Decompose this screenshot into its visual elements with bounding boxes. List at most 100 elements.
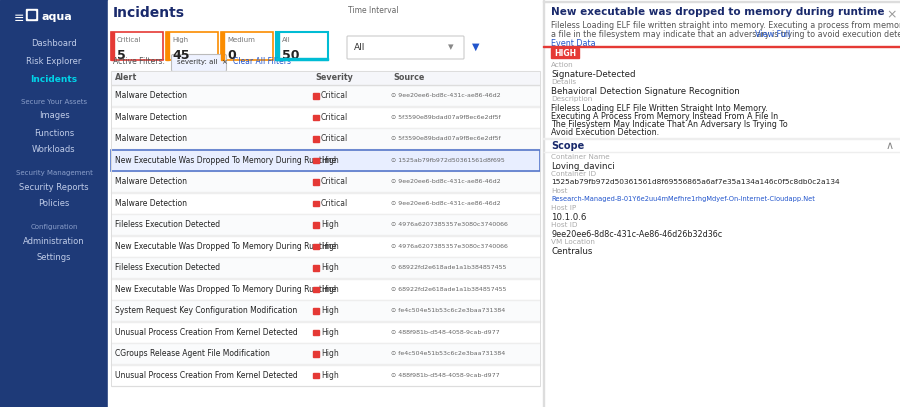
Text: Critical: Critical (321, 113, 348, 122)
Bar (313, 287, 319, 292)
Text: 1525ab79fb972d50361561d8f69556865a6af7e35a134a146c0f5c8db0c2a134: 1525ab79fb972d50361561d8f69556865a6af7e3… (551, 179, 840, 185)
Text: Centralus: Centralus (551, 247, 592, 256)
Text: Action: Action (551, 62, 573, 68)
Bar (166, 32, 218, 60)
Bar (111, 32, 163, 60)
Bar (111, 257, 540, 278)
Text: Critical: Critical (321, 177, 348, 186)
Text: High: High (321, 371, 338, 380)
Bar (276, 32, 328, 60)
Bar (543, 46, 900, 47)
Text: Description: Description (551, 96, 592, 102)
Text: High: High (172, 37, 188, 43)
Text: Incidents: Incidents (31, 74, 77, 83)
Bar (543, 138, 900, 139)
Bar (313, 158, 319, 163)
Text: severity: all  ×: severity: all × (177, 59, 228, 65)
Text: a file in the filesystem may indicate that an adversary is trying to avoid execu: a file in the filesystem may indicate th… (551, 30, 900, 39)
Text: New Executable Was Dropped To Memory During Runtime: New Executable Was Dropped To Memory Dur… (115, 156, 337, 165)
Bar (111, 149, 540, 171)
Text: New executable was dropped to memory during runtime: New executable was dropped to memory dur… (551, 7, 885, 17)
Text: Alert: Alert (115, 74, 137, 83)
Text: Security Management: Security Management (15, 170, 93, 176)
Text: High: High (321, 285, 338, 294)
Text: Dashboard: Dashboard (32, 39, 76, 48)
Bar (166, 32, 169, 60)
Text: Clear All Filters: Clear All Filters (233, 57, 291, 66)
Text: Critical: Critical (321, 91, 348, 100)
Bar (111, 365, 540, 386)
Bar (111, 71, 540, 386)
Text: ⊙ fe4c504e51b53c6c2e3baa731384: ⊙ fe4c504e51b53c6c2e3baa731384 (391, 351, 505, 356)
Text: New Executable Was Dropped To Memory During Runtime: New Executable Was Dropped To Memory Dur… (115, 242, 337, 251)
Text: Images: Images (39, 112, 69, 120)
Text: High: High (321, 306, 338, 315)
Bar (111, 149, 540, 171)
Text: High: High (321, 263, 338, 272)
Bar (313, 308, 319, 314)
Text: Host: Host (551, 188, 568, 194)
Text: Behavioral Detection Signature Recognition: Behavioral Detection Signature Recogniti… (551, 87, 740, 96)
Bar (313, 222, 319, 228)
Text: 9ee20ee6-8d8c-431c-Ae86-46d26b32d36c: 9ee20ee6-8d8c-431c-Ae86-46d26b32d36c (551, 230, 722, 239)
Text: Event Data: Event Data (551, 39, 596, 48)
Text: ⊙ 5f3590e89bdad07a9f8ec6e2df5f: ⊙ 5f3590e89bdad07a9f8ec6e2df5f (391, 115, 500, 120)
Text: 5: 5 (117, 49, 126, 62)
Bar (313, 244, 319, 249)
Text: 50: 50 (282, 49, 300, 62)
Text: 0: 0 (227, 49, 236, 62)
Bar (0, 0, 108, 407)
Bar (111, 193, 540, 214)
Bar (111, 236, 540, 257)
Bar (313, 351, 319, 357)
Bar (543, 0, 900, 407)
Bar (111, 128, 540, 149)
Bar (313, 136, 319, 142)
Bar (551, 48, 579, 58)
Text: Unusual Process Creation From Kernel Detected: Unusual Process Creation From Kernel Det… (115, 328, 298, 337)
Text: System Request Key Configuration Modification: System Request Key Configuration Modific… (115, 306, 297, 315)
Text: ⊙ 9ee20ee6-bd8c-431c-ae86-46d2: ⊙ 9ee20ee6-bd8c-431c-ae86-46d2 (391, 179, 500, 184)
Text: Executing A Process From Memory Instead From A File In: Executing A Process From Memory Instead … (551, 112, 778, 121)
Text: Fileless Loading ELF file written straight into memory. Executing a process from: Fileless Loading ELF file written straig… (551, 21, 900, 30)
Bar (276, 32, 279, 60)
Text: Malware Detection: Malware Detection (115, 177, 187, 186)
Bar (111, 71, 540, 85)
Text: Time Interval: Time Interval (348, 6, 399, 15)
Text: Malware Detection: Malware Detection (115, 113, 187, 122)
Bar (313, 265, 319, 271)
Text: ⊙ 68922fd2e618ade1a1b384857455: ⊙ 68922fd2e618ade1a1b384857455 (391, 265, 507, 270)
Text: View Full: View Full (755, 30, 790, 39)
Text: Administration: Administration (23, 236, 85, 245)
FancyBboxPatch shape (172, 55, 227, 72)
Text: Critical: Critical (117, 37, 141, 43)
Text: Unusual Process Creation From Kernel Detected: Unusual Process Creation From Kernel Det… (115, 371, 298, 380)
Text: Details: Details (551, 79, 576, 85)
Text: ⊙ 4976a6207385357e3080c3740066: ⊙ 4976a6207385357e3080c3740066 (391, 222, 508, 227)
Text: Host IP: Host IP (551, 205, 576, 211)
Bar (543, 1, 900, 2)
Bar (111, 85, 540, 107)
Text: Signature-Detected: Signature-Detected (551, 70, 635, 79)
Bar (543, 151, 900, 152)
Text: Incidents: Incidents (113, 6, 185, 20)
Bar (313, 179, 319, 185)
Bar (108, 0, 900, 407)
Text: High: High (321, 349, 338, 358)
Text: Risk Explorer: Risk Explorer (26, 57, 82, 66)
Bar (221, 32, 273, 60)
Bar (111, 300, 540, 322)
Text: 10.1.0.6: 10.1.0.6 (551, 213, 587, 222)
Bar (313, 201, 319, 206)
Text: Workloads: Workloads (32, 145, 76, 155)
Text: ⊙ fe4c504e51b53c6c2e3baa731384: ⊙ fe4c504e51b53c6c2e3baa731384 (391, 308, 505, 313)
Text: High: High (321, 242, 338, 251)
Text: ⊙ 9ee20ee6-bd8c-431c-ae86-46d2: ⊙ 9ee20ee6-bd8c-431c-ae86-46d2 (391, 93, 500, 98)
Text: ≡: ≡ (14, 12, 24, 25)
Bar (313, 330, 319, 335)
Text: Malware Detection: Malware Detection (115, 91, 187, 100)
Text: Fileless Execution Detected: Fileless Execution Detected (115, 220, 220, 229)
Text: Malware Detection: Malware Detection (115, 199, 187, 208)
Bar (313, 93, 319, 99)
Text: Secure Your Assets: Secure Your Assets (21, 99, 87, 105)
